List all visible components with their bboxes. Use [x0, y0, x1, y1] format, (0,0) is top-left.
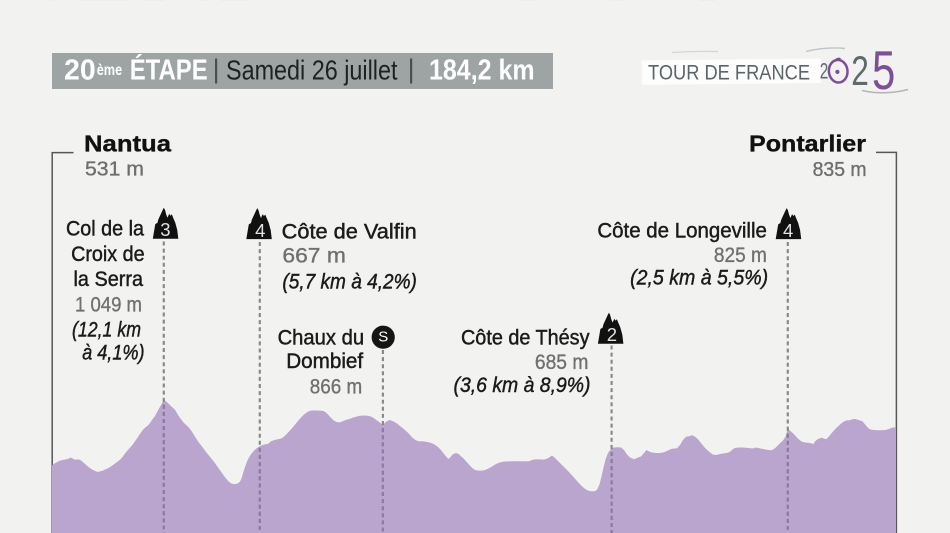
svg-text:ème: ème	[97, 62, 123, 79]
svg-text:Chaux du: Chaux du	[278, 327, 365, 350]
svg-text:Côte de Longeville: Côte de Longeville	[597, 219, 767, 242]
svg-text:TOUR DE FRANCE: TOUR DE FRANCE	[648, 60, 810, 84]
svg-text:(3,6 km à 8,9%): (3,6 km à 8,9%)	[454, 374, 591, 397]
svg-text:2: 2	[851, 47, 869, 94]
svg-text:Nantua: Nantua	[84, 131, 171, 157]
svg-text:Côte de Valfin: Côte de Valfin	[282, 220, 417, 243]
svg-text:2: 2	[607, 324, 617, 345]
svg-text:Col de la: Col de la	[66, 218, 144, 241]
svg-text:3: 3	[160, 219, 170, 240]
svg-text:4: 4	[783, 220, 793, 241]
svg-text:667 m: 667 m	[282, 245, 346, 268]
svg-text:184,2 km: 184,2 km	[429, 54, 535, 86]
svg-text:825 m: 825 m	[714, 244, 767, 267]
svg-text:Côte de Thésy: Côte de Thésy	[461, 327, 590, 350]
svg-text:531 m: 531 m	[85, 159, 144, 181]
svg-text:(2,5 km à 5,5%): (2,5 km à 5,5%)	[630, 267, 768, 290]
svg-text:(12,1 km: (12,1 km	[72, 319, 141, 342]
svg-text:5: 5	[872, 39, 895, 101]
svg-text:2: 2	[820, 59, 829, 84]
svg-text:(5,7 km à 4,2%): (5,7 km à 4,2%)	[282, 270, 417, 293]
svg-text:la Serra: la Serra	[74, 268, 144, 291]
svg-text:ÉTAPE: ÉTAPE	[130, 54, 208, 86]
svg-text:685 m: 685 m	[535, 351, 589, 374]
svg-text:1 049 m: 1 049 m	[75, 293, 142, 316]
svg-text:Samedi 26 juillet: Samedi 26 juillet	[226, 54, 398, 85]
svg-text:Croix de: Croix de	[71, 243, 145, 266]
svg-text:à 4,1%): à 4,1%)	[82, 341, 145, 364]
svg-text:866 m: 866 m	[310, 376, 363, 399]
svg-text:Dombief: Dombief	[286, 350, 363, 373]
svg-text:20: 20	[64, 54, 96, 86]
svg-text:4: 4	[255, 220, 265, 241]
svg-text:Pontarlier: Pontarlier	[749, 130, 866, 156]
svg-text:835 m: 835 m	[813, 159, 867, 181]
svg-text:S: S	[378, 329, 388, 346]
